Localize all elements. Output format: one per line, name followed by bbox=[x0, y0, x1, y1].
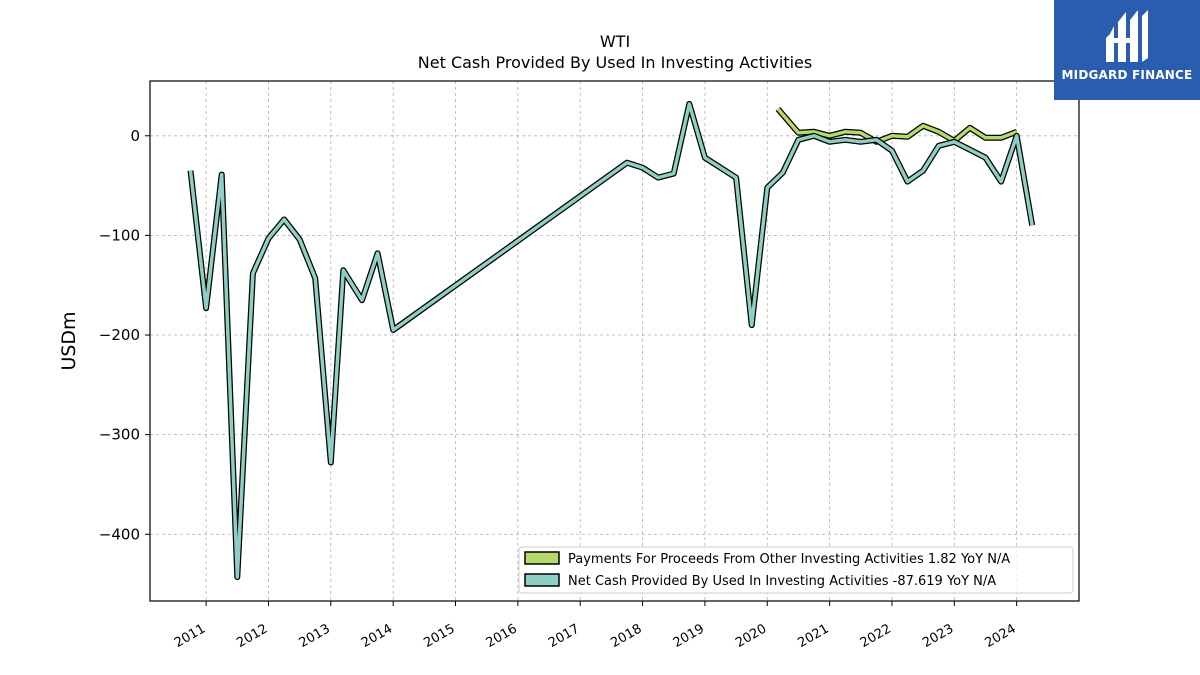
y-tick-label: −100 bbox=[99, 226, 140, 244]
y-tick-label: −400 bbox=[99, 525, 140, 543]
x-tick-label: 2016 bbox=[484, 621, 520, 651]
legend-swatch-net-cash bbox=[524, 573, 560, 587]
x-tick-label: 2012 bbox=[234, 621, 270, 651]
x-tick-label: 2014 bbox=[359, 621, 395, 651]
x-tick-label: 2015 bbox=[421, 621, 457, 651]
x-tick-label: 2020 bbox=[733, 621, 769, 651]
series-layer bbox=[187, 100, 1036, 581]
legend-label-net-cash: Net Cash Provided By Used In Investing A… bbox=[568, 574, 996, 589]
y-axis: 0 −100 −200 −300 −400 bbox=[99, 127, 150, 543]
chart-subtitle: Net Cash Provided By Used In Investing A… bbox=[418, 53, 812, 72]
legend-label-payments: Payments For Proceeds From Other Investi… bbox=[568, 552, 1010, 567]
y-axis-label: USDm bbox=[58, 311, 80, 370]
legend: Payments For Proceeds From Other Investi… bbox=[518, 546, 1074, 594]
x-tick-label: 2017 bbox=[546, 621, 582, 651]
legend-box bbox=[518, 546, 1074, 594]
x-tick-label: 2021 bbox=[795, 621, 831, 651]
legend-swatch-payments bbox=[524, 551, 560, 565]
series-line-0 bbox=[776, 107, 1018, 144]
x-tick-label: 2023 bbox=[920, 621, 956, 651]
y-tick-label: 0 bbox=[130, 127, 140, 145]
x-tick-label: 2013 bbox=[297, 621, 333, 651]
plot-frame bbox=[149, 80, 1080, 602]
y-tick-label: −200 bbox=[99, 326, 140, 344]
logo-text: MIDGARD FINANCE bbox=[1061, 68, 1193, 82]
x-tick-label: 2022 bbox=[858, 621, 894, 651]
x-axis: 2011 2012 2013 2014 2015 2016 2017 2018 2019 2020… bbox=[172, 601, 1019, 651]
logo-mark-icon bbox=[1106, 10, 1148, 62]
grid bbox=[150, 81, 1079, 601]
y-tick-label: −300 bbox=[99, 426, 140, 444]
x-tick-label: 2018 bbox=[608, 621, 644, 651]
x-tick-label: 2019 bbox=[671, 621, 707, 651]
x-tick-label: 2011 bbox=[172, 621, 208, 651]
chart-title: WTI bbox=[600, 32, 630, 51]
midgard-finance-logo: MIDGARD FINANCE bbox=[1054, 0, 1200, 100]
series-line-1 bbox=[188, 102, 1034, 579]
x-tick-label: 2024 bbox=[982, 621, 1018, 651]
